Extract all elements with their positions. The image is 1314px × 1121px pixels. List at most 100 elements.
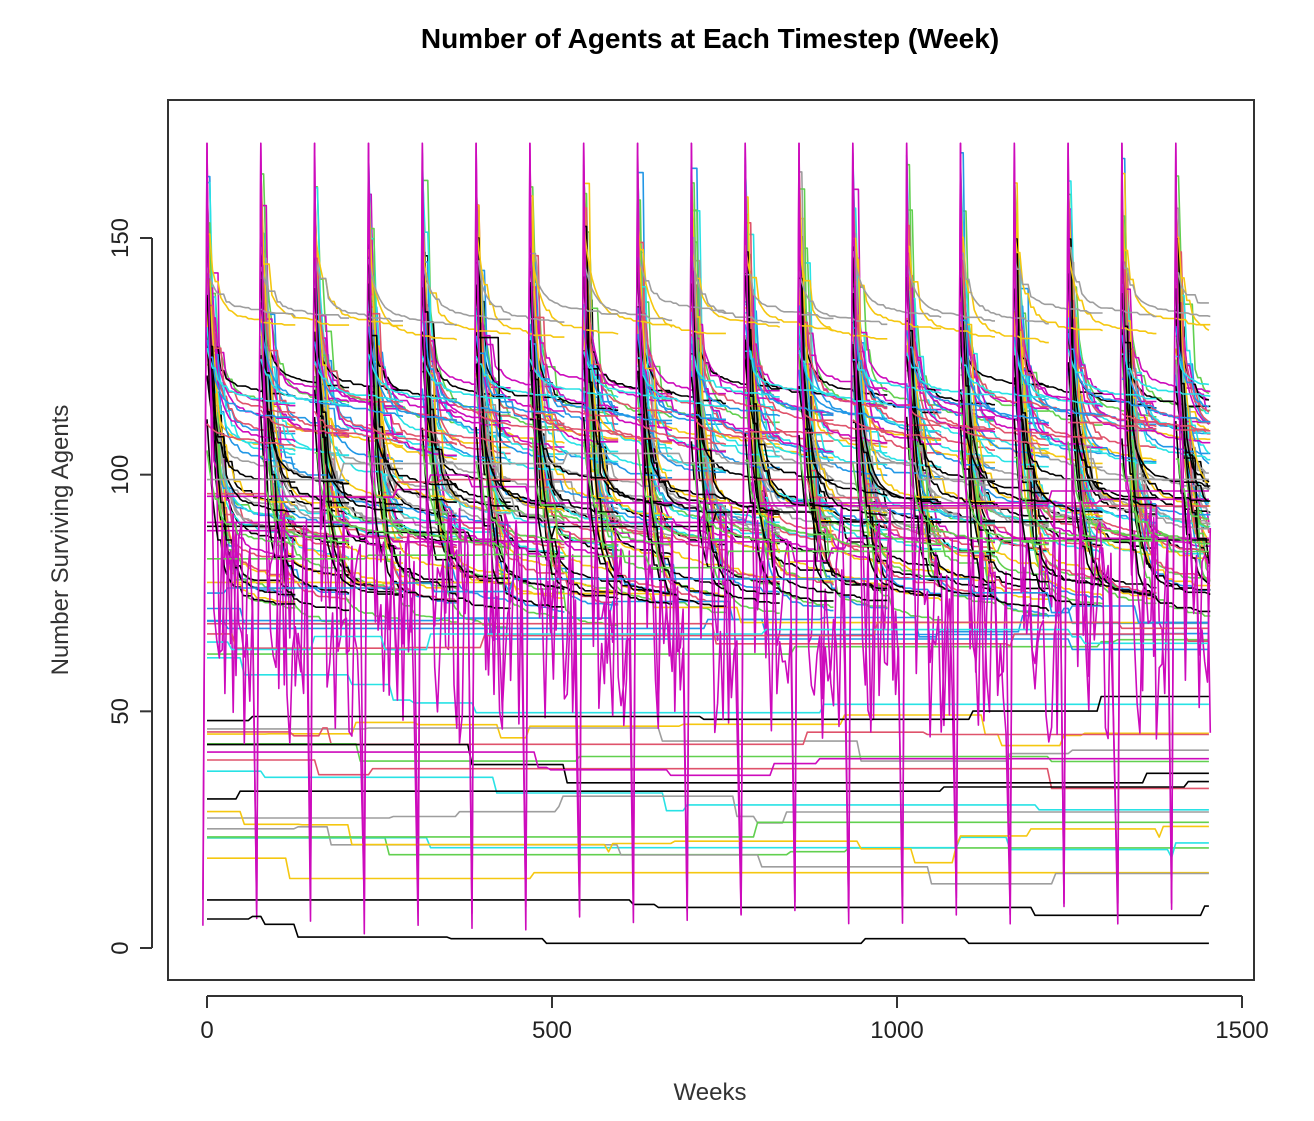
series-line: [475, 284, 565, 510]
series-line: [260, 246, 350, 326]
series-line: [1067, 273, 1157, 507]
series-line: [690, 343, 781, 417]
series-line: [636, 370, 727, 500]
series-line: [637, 306, 726, 405]
series-line: [475, 184, 565, 429]
series-line: [905, 330, 995, 410]
series-line: [207, 743, 1209, 784]
series-line: [636, 251, 727, 314]
y-axis: 0 50 100 150: [107, 218, 153, 955]
series-line: [313, 416, 404, 599]
series-line: [960, 259, 1049, 408]
series-line: [1068, 415, 1157, 598]
series-line: [475, 355, 565, 398]
series-line: [690, 270, 780, 469]
series-line: [690, 252, 780, 324]
series-line: [529, 292, 619, 524]
series-line: [260, 266, 350, 319]
series-line: [636, 313, 726, 525]
series-line: [906, 447, 995, 542]
series-line: [852, 359, 942, 395]
series-line: [475, 245, 565, 412]
series-line: [960, 319, 1049, 424]
series-line: [421, 255, 511, 417]
series-line: [798, 385, 888, 497]
series-line: [691, 413, 781, 443]
x-axis-label: Weeks: [674, 1079, 747, 1106]
series-line: [1068, 421, 1157, 430]
series-line: [691, 463, 780, 544]
series-line: [744, 245, 834, 442]
series-line: [636, 224, 726, 335]
series-line: [960, 236, 1049, 344]
series-line: [636, 168, 726, 517]
series-line: [529, 237, 619, 335]
series-line: [529, 358, 619, 398]
series-line: [207, 810, 1209, 864]
y-tick-label: 0: [107, 941, 134, 954]
series-line: [690, 185, 780, 424]
series-line: [905, 293, 996, 433]
series-line: [799, 171, 888, 507]
series-line: [313, 257, 403, 434]
series-line: [260, 306, 350, 389]
series-line: [582, 441, 673, 545]
series-line: [368, 424, 458, 446]
series-line: [798, 271, 888, 326]
series-line: [1175, 272, 1209, 304]
series-line: [744, 273, 834, 508]
series-line: [1175, 325, 1210, 408]
series-line: [582, 226, 673, 328]
series-line: [207, 795, 1209, 824]
series-line: [207, 622, 1209, 647]
series-line: [1067, 262, 1157, 428]
series-line: [959, 326, 1049, 590]
series-line: [1013, 228, 1103, 332]
series-line: [582, 258, 673, 322]
series-line: [367, 249, 458, 341]
series-line: [475, 293, 565, 425]
series-line: [852, 245, 942, 621]
x-tick-label: 0: [200, 1017, 213, 1044]
series-line: [475, 224, 565, 338]
series-line: [367, 353, 457, 401]
series-line: [1175, 194, 1209, 483]
series-line: [1067, 249, 1157, 335]
series-line: [852, 303, 942, 480]
series-line: [744, 244, 834, 331]
series-line: [206, 327, 296, 452]
series-line: [206, 347, 296, 404]
series-line: [260, 415, 350, 612]
series-line: [1014, 456, 1103, 541]
series-line: [207, 727, 1209, 762]
series-line: [207, 638, 1209, 655]
x-axis: 0 500 1000 1500: [200, 995, 1269, 1044]
series-line: [1175, 429, 1210, 432]
series-line: [582, 174, 673, 418]
series-line: [960, 252, 1049, 325]
series-line: [367, 258, 457, 326]
series-line: [529, 286, 619, 418]
series-line: [852, 419, 942, 440]
series-line: [475, 411, 565, 432]
series-line: [313, 410, 404, 443]
series-line: [959, 425, 1050, 612]
series-line: [583, 225, 673, 595]
series-line: [207, 628, 1209, 651]
series-line: [745, 273, 834, 320]
series-line: [207, 915, 1209, 945]
series-line: [1013, 277, 1103, 449]
series-line: [690, 168, 780, 518]
series-line: [529, 281, 619, 515]
series-line: [1067, 332, 1157, 410]
series-line: [207, 770, 1209, 812]
series-line: [906, 404, 995, 430]
y-tick-label: 50: [107, 698, 134, 725]
series-line: [852, 152, 942, 595]
series-line: [529, 323, 619, 416]
series-line: [421, 287, 511, 510]
series-line: [529, 187, 619, 525]
series-line: [852, 462, 942, 545]
series-line: [367, 450, 457, 541]
